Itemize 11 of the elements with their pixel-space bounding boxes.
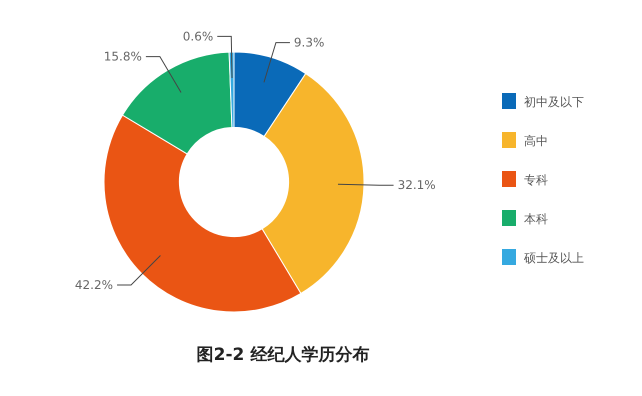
legend-label: 初中及以下 (524, 95, 584, 109)
text: 图2-2 经纪人学历分布 (196, 345, 370, 365)
data-label: 15.8% (104, 50, 142, 64)
data-label: 9.3% (294, 36, 324, 50)
data-label: 32.1% (398, 178, 436, 192)
legend-label: 本科 (524, 212, 548, 226)
data-label: 42.2% (74, 278, 114, 292)
legend-label: 专科 (524, 173, 548, 187)
legend-label: 高中 (524, 134, 548, 148)
data-label: 0.6% (182, 29, 214, 44)
legend-label: 硕士及以上 (523, 251, 584, 265)
